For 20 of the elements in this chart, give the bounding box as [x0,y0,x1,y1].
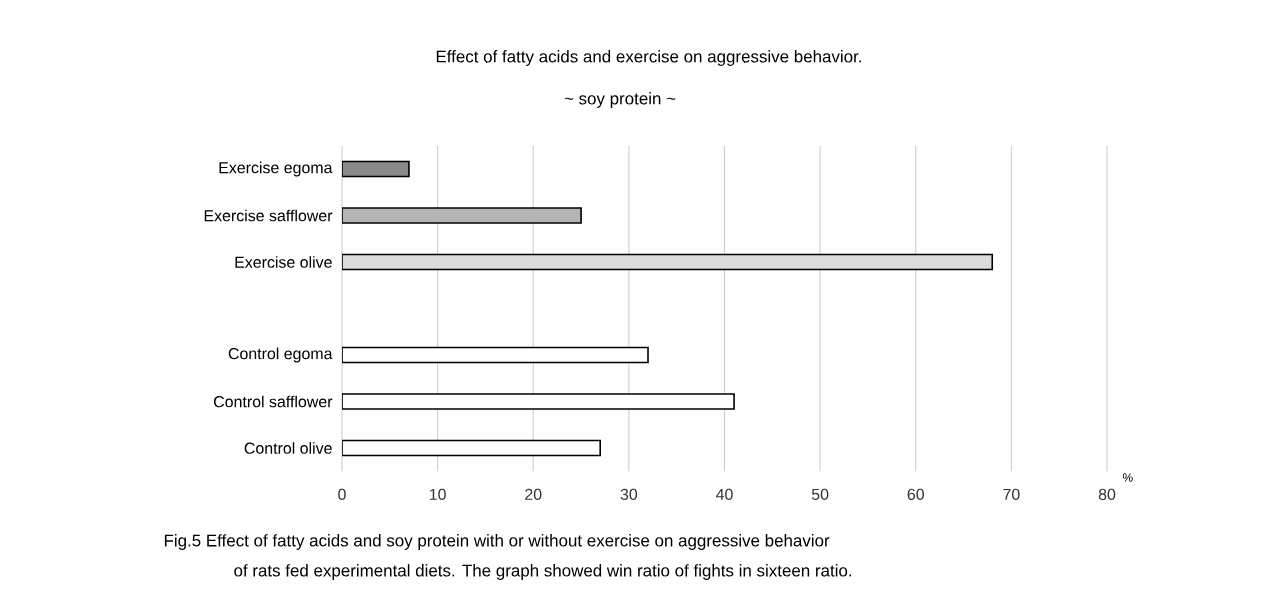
x-tick-label: 60 [907,488,924,501]
y-tick-label: Control egoma [228,347,333,363]
x-tick-label: 80 [1098,488,1116,501]
x-tick-label: 40 [716,488,733,501]
caption: Fig.5 Effect of fatty acids and soy protein with or without exercise on aggressive behavior [164,534,830,550]
x-tick-label: 30 [620,488,638,501]
x-axis-title: % [1122,473,1133,482]
text: of rats fed experimental diets. The graph showed win ratio of fights in sixteen ratio. [234,564,852,580]
y-tick-label: Exercise egoma [219,161,333,177]
chart-title: Effect of fatty acids and exercise on aggressive behavior. [436,50,861,66]
x-tick-label: 20 [525,488,542,501]
y-tick-label: Exercise olive [235,256,332,268]
y-tick-label: Control safflower [214,395,333,408]
x-tick-label: 50 [811,488,829,501]
y-tick-label: Exercise safflower [204,209,333,222]
y-tick-label: Control olive [244,442,332,454]
x-tick-label: 0 [338,488,346,501]
x-tick-label: 70 [1003,488,1020,501]
x-tick-label: 10 [429,488,446,501]
chart-subtitle: ~ soy protein ~ [564,92,676,108]
